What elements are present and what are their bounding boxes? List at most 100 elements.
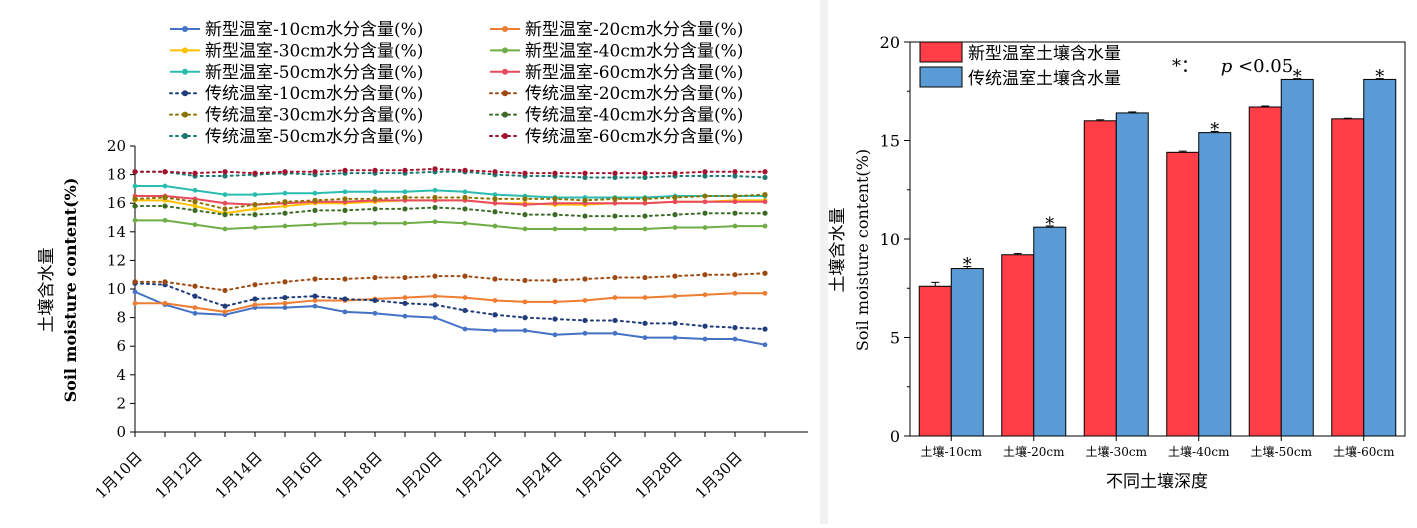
bar bbox=[1198, 132, 1232, 437]
bar bbox=[1166, 151, 1200, 437]
line-point bbox=[432, 302, 438, 308]
line-point bbox=[612, 213, 618, 219]
bar-y-tick-label: 5 bbox=[890, 329, 900, 348]
legend-label: 传统温室-10cm水分含量(%) bbox=[205, 84, 423, 104]
line-point bbox=[312, 276, 318, 282]
line-point bbox=[642, 320, 648, 326]
line-point bbox=[642, 174, 648, 181]
line-point bbox=[372, 274, 378, 281]
line-point bbox=[432, 293, 438, 299]
line-point bbox=[642, 226, 648, 232]
line-point bbox=[312, 197, 318, 203]
line-point bbox=[462, 326, 468, 332]
line-ylabel-cn: 土壤含水量 bbox=[36, 248, 57, 333]
line-point bbox=[492, 223, 498, 229]
line-point bbox=[222, 309, 228, 315]
line-point bbox=[462, 220, 468, 226]
line-point bbox=[132, 169, 138, 175]
line-series-6 bbox=[134, 282, 766, 331]
line-point bbox=[522, 212, 528, 218]
line-point bbox=[432, 187, 438, 193]
line-point bbox=[732, 290, 738, 296]
line-point bbox=[612, 330, 618, 336]
line-point bbox=[312, 190, 318, 196]
line-point bbox=[282, 199, 288, 205]
line-point bbox=[672, 320, 678, 326]
line-point bbox=[492, 192, 498, 198]
line-point bbox=[402, 313, 408, 319]
bar-x-tick-label: 土壤-40cm bbox=[1168, 444, 1230, 459]
line-point bbox=[522, 226, 528, 232]
line-point bbox=[162, 183, 168, 189]
bar-y-tick-label: 15 bbox=[880, 132, 900, 151]
line-point bbox=[372, 220, 378, 226]
legend-marker bbox=[502, 90, 508, 97]
bar bbox=[918, 285, 952, 437]
bar-x-tick-label: 土壤-60cm bbox=[1333, 444, 1395, 459]
line-point bbox=[372, 206, 378, 212]
line-point bbox=[672, 293, 678, 299]
legend-label: 新型温室-30cm水分含量(%) bbox=[205, 41, 423, 61]
line-point bbox=[762, 270, 768, 276]
line-point bbox=[402, 274, 408, 281]
line-point bbox=[162, 169, 168, 175]
line-point bbox=[582, 276, 588, 282]
line-point bbox=[642, 335, 648, 341]
line-point bbox=[762, 169, 768, 175]
line-point bbox=[192, 199, 198, 205]
line-point bbox=[162, 279, 168, 285]
line-point bbox=[552, 316, 558, 322]
significance-mark: * bbox=[1375, 67, 1384, 88]
line-point bbox=[282, 305, 288, 310]
bar-x-tick-label: 土壤-50cm bbox=[1251, 444, 1313, 459]
line-point bbox=[612, 317, 618, 324]
line-point bbox=[672, 225, 678, 230]
line-point bbox=[582, 213, 588, 219]
line-point bbox=[402, 206, 408, 212]
line-point bbox=[762, 223, 768, 229]
line-point bbox=[492, 312, 498, 318]
line-point bbox=[342, 296, 348, 302]
line-point bbox=[252, 225, 258, 230]
line-point bbox=[132, 279, 138, 285]
bar bbox=[1115, 112, 1149, 437]
line-point bbox=[522, 299, 528, 305]
line-point bbox=[192, 305, 198, 310]
line-point bbox=[732, 336, 738, 342]
significance-mark: * bbox=[1045, 214, 1054, 235]
bar-y-tick-label: 0 bbox=[890, 427, 900, 446]
line-point bbox=[252, 170, 258, 176]
line-point bbox=[642, 274, 648, 281]
line-point bbox=[222, 206, 228, 212]
line-point bbox=[522, 202, 528, 208]
line-point bbox=[552, 277, 558, 284]
line-point bbox=[582, 330, 588, 336]
line-point bbox=[702, 193, 708, 199]
line-point bbox=[192, 207, 198, 213]
line-point bbox=[612, 274, 618, 281]
line-point bbox=[132, 289, 138, 295]
line-point bbox=[702, 272, 708, 278]
line-point bbox=[312, 169, 318, 175]
line-point bbox=[342, 207, 348, 213]
line-point bbox=[492, 298, 498, 303]
line-point bbox=[492, 209, 498, 215]
line-point bbox=[642, 295, 648, 300]
line-point bbox=[462, 206, 468, 212]
line-point bbox=[432, 273, 438, 279]
line-point bbox=[492, 276, 498, 282]
legend-label: 传统温室-60cm水分含量(%) bbox=[525, 127, 743, 147]
line-point bbox=[282, 294, 288, 301]
line-point bbox=[162, 217, 168, 223]
legend-marker bbox=[502, 47, 508, 54]
line-point bbox=[522, 315, 528, 321]
line-point bbox=[762, 192, 768, 198]
line-series-1 bbox=[135, 292, 765, 313]
line-point bbox=[522, 328, 528, 333]
line-point bbox=[762, 342, 768, 348]
bar-ylabel-en: Soil moisture content(%) bbox=[853, 149, 872, 351]
line-point bbox=[582, 317, 588, 324]
line-point bbox=[372, 167, 378, 173]
line-y-tick-label: 8 bbox=[116, 309, 126, 327]
